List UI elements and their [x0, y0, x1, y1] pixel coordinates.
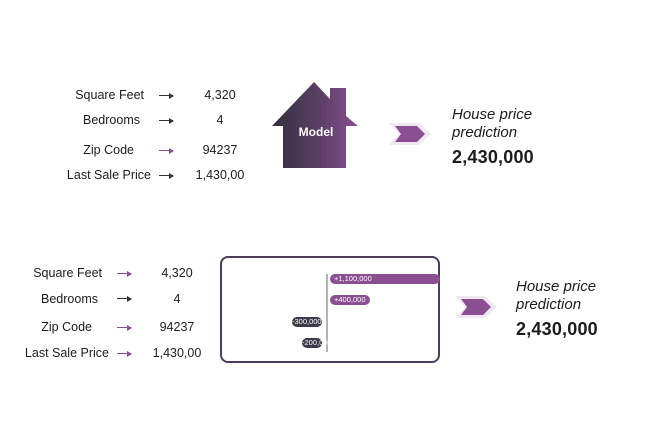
arrow-icon [117, 269, 132, 279]
prediction-block: House price prediction 2,430,000 [516, 278, 598, 340]
contribution-panel: +1,100,000 +400,000 -300,000 -200,000 [220, 256, 440, 363]
prediction-value: 2,430,000 [516, 319, 598, 339]
feature-value-bedrooms: 4 [216, 113, 224, 127]
model-label: Model [299, 125, 334, 139]
arrow-icon [159, 146, 174, 156]
prediction-block: House price prediction 2,430,000 [452, 106, 534, 168]
feature-value-zip-code: 94237 [202, 143, 238, 157]
arrow-icon [117, 294, 132, 304]
arrow-icon [117, 323, 132, 333]
feature-value-square-feet: 4,320 [161, 266, 193, 280]
feature-label-zip-code: Zip Code [83, 143, 134, 157]
feature-label-square-feet: Square Feet [33, 266, 102, 280]
feature-value-last-sale-price: 1,430,00 [195, 168, 245, 182]
feature-label-bedrooms: Bedrooms [83, 113, 140, 127]
chevron-right-icon [455, 296, 497, 318]
prediction-label-line2: prediction [516, 296, 582, 313]
contribution-bar: -300,000 [292, 317, 322, 327]
feature-value-bedrooms: 4 [173, 292, 181, 306]
feature-label-square-feet: Square Feet [75, 88, 144, 102]
feature-value-last-sale-price: 1,430,00 [152, 346, 202, 360]
feature-label-bedrooms: Bedrooms [41, 292, 98, 306]
contribution-bar: +1,100,000 [330, 274, 440, 284]
contribution-bar: -200,000 [302, 338, 332, 348]
contribution-bar: +400,000 [330, 295, 370, 305]
prediction-label-line2: prediction [452, 124, 518, 141]
chevron-right-icon [389, 123, 431, 145]
zero-axis [326, 274, 328, 352]
feature-value-zip-code: 94237 [159, 320, 195, 334]
prediction-value: 2,430,000 [452, 147, 534, 167]
prediction-label-line1: House price [452, 106, 533, 123]
feature-label-last-sale-price: Last Sale Price [66, 168, 151, 182]
arrow-icon [159, 116, 174, 126]
prediction-label-line1: House price [516, 278, 597, 295]
arrow-icon [159, 91, 174, 101]
feature-value-square-feet: 4,320 [204, 88, 236, 102]
feature-label-zip-code: Zip Code [41, 320, 92, 334]
model-house-icon: Model [272, 82, 358, 168]
arrow-icon [117, 349, 132, 359]
arrow-icon [159, 171, 174, 181]
feature-label-last-sale-price: Last Sale Price [24, 346, 109, 360]
